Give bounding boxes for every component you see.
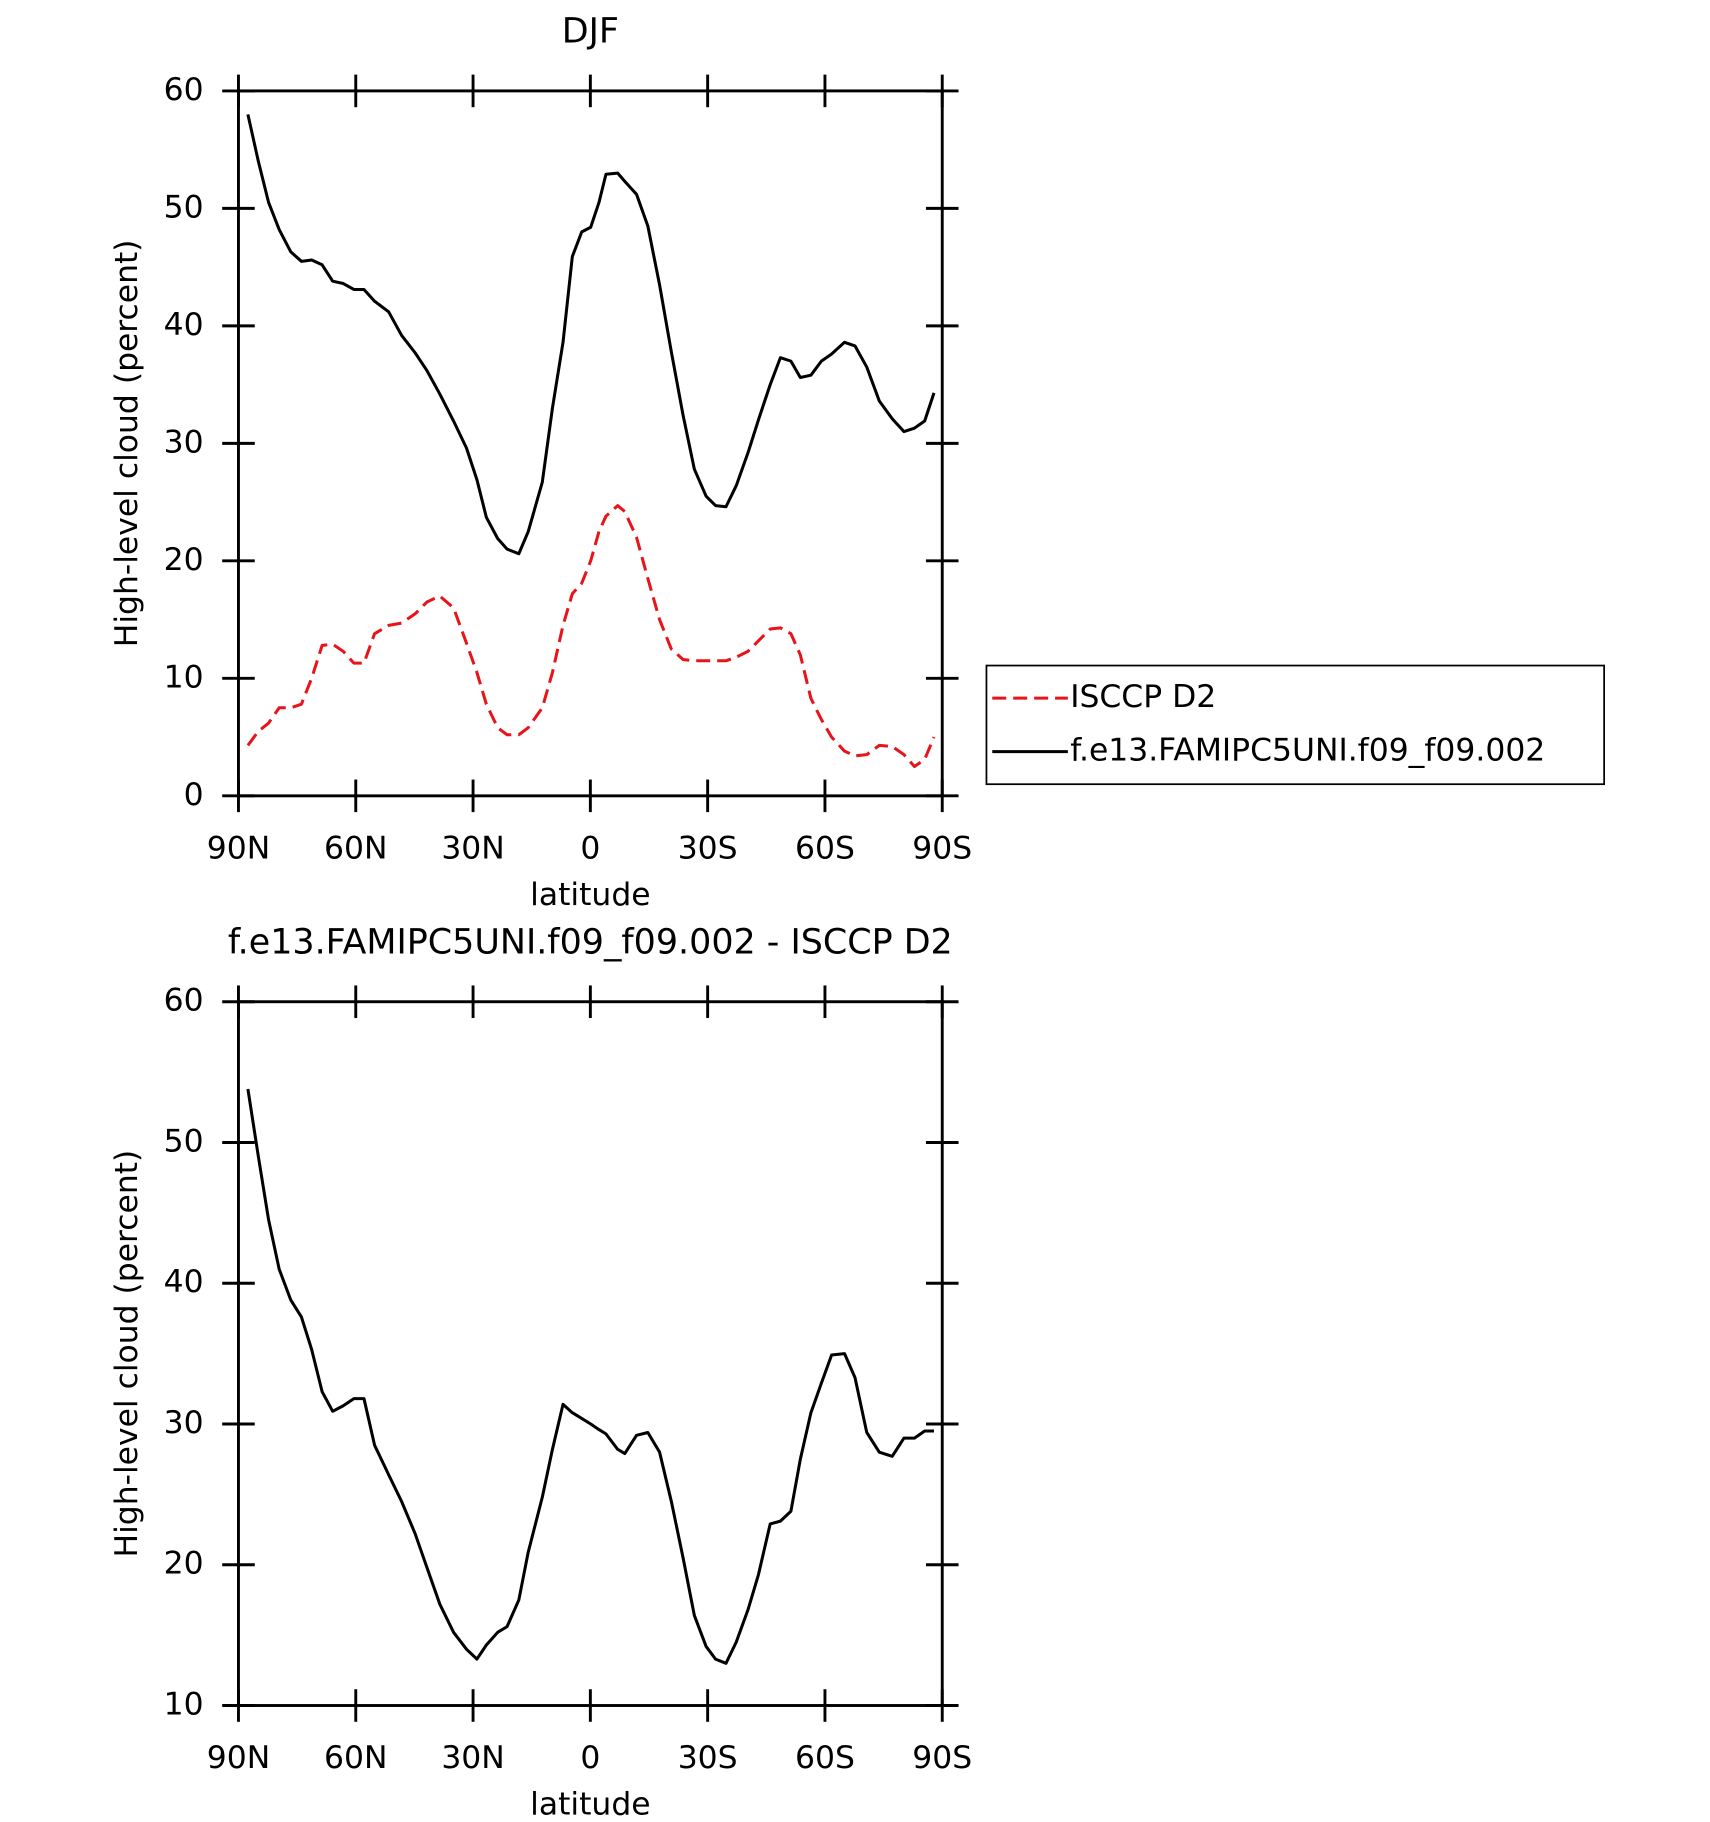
plot-frame bbox=[237, 89, 944, 798]
x-tick-label: 90N bbox=[207, 1740, 270, 1776]
y-tick-label: 0 bbox=[184, 777, 204, 813]
x-tick-label: 30S bbox=[678, 830, 738, 866]
x-tick-label: 90S bbox=[912, 830, 972, 866]
x-tick-label: 60S bbox=[795, 830, 855, 866]
x-tick-label: 0 bbox=[580, 830, 600, 866]
x-tick-label: 60S bbox=[795, 1740, 855, 1776]
y-tick-label: 30 bbox=[164, 424, 204, 460]
legend-label: ISCCP D2 bbox=[1070, 679, 1216, 715]
y-tick-label: 30 bbox=[164, 1405, 204, 1441]
y-tick-label: 20 bbox=[164, 542, 204, 578]
x-tick-label: 30N bbox=[441, 830, 504, 866]
x-axis-label: latitude bbox=[530, 1787, 650, 1822]
y-axis-label: High-level cloud (percent) bbox=[109, 239, 145, 647]
x-tick-label: 60N bbox=[324, 830, 387, 866]
y-tick-label: 50 bbox=[164, 1123, 204, 1159]
y-tick-label: 40 bbox=[164, 307, 204, 343]
x-tick-label: 30S bbox=[678, 1740, 738, 1776]
data-line bbox=[246, 114, 936, 556]
y-tick-label: 60 bbox=[164, 72, 204, 108]
x-tick-label: 60N bbox=[324, 1740, 387, 1776]
chart-title: DJF bbox=[562, 12, 619, 52]
x-axis-label: latitude bbox=[530, 877, 650, 913]
legend-label: f.e13.FAMIPC5UNI.f09_f09.002 bbox=[1070, 733, 1545, 769]
y-tick-label: 20 bbox=[164, 1546, 204, 1582]
x-tick-label: 90S bbox=[912, 1740, 972, 1776]
x-tick-label: 90N bbox=[207, 830, 270, 866]
chart-title: f.e13.FAMIPC5UNI.f09_f09.002 - ISCCP D2 bbox=[228, 923, 953, 963]
x-tick-label: 0 bbox=[580, 1740, 600, 1776]
y-tick-label: 10 bbox=[164, 1687, 204, 1723]
data-line bbox=[246, 504, 936, 769]
data-line bbox=[246, 1088, 934, 1665]
y-tick-label: 50 bbox=[164, 189, 204, 225]
legend-box bbox=[985, 664, 1606, 786]
x-tick-label: 30N bbox=[441, 1740, 504, 1776]
y-tick-label: 40 bbox=[164, 1264, 204, 1300]
y-tick-label: 60 bbox=[164, 983, 204, 1019]
y-tick-label: 10 bbox=[164, 659, 204, 695]
y-axis-label: High-level cloud (percent) bbox=[109, 1150, 145, 1558]
